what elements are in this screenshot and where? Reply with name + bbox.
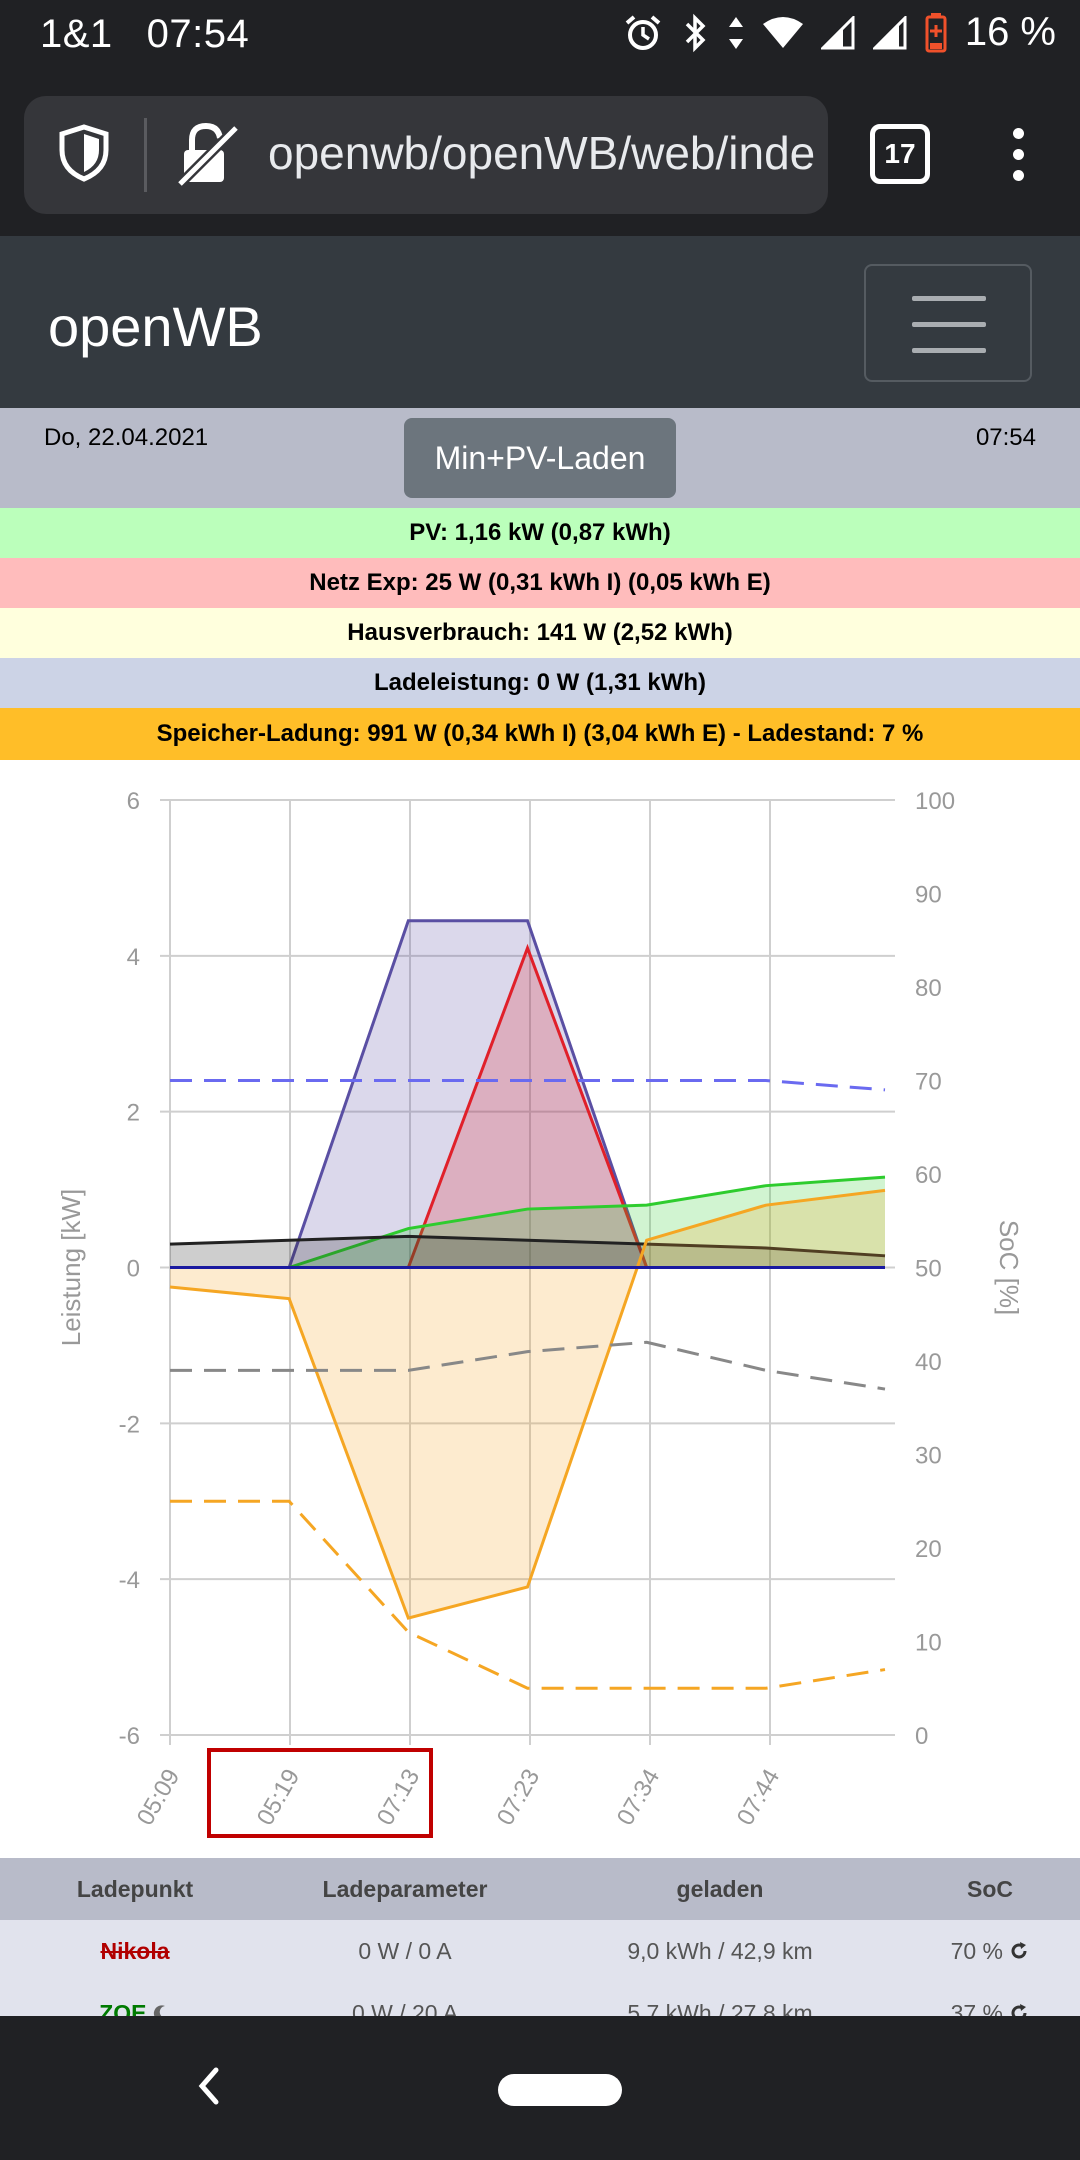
series-area [170, 1236, 885, 1268]
browser-menu-icon[interactable] [1010, 128, 1026, 182]
highlight-box [207, 1748, 433, 1838]
y2-tick-label: 40 [915, 1349, 942, 1376]
table-row: Nikola 0 W / 0 A 9,0 kWh / 42,9 km 70 % [0, 1920, 1080, 1982]
series-area [170, 948, 885, 1268]
chargepoint-name[interactable]: ZOE [0, 1982, 270, 2016]
house-consumption-band: Hausverbrauch: 141 W (2,52 kWh) [0, 608, 1080, 658]
charge-parameter: 0 W / 20 A [351, 1999, 459, 2017]
table-row: ZOE 0 W / 20 A 5,7 kWh / 27,8 km 37 % [0, 1982, 1080, 2016]
shield-icon[interactable] [58, 124, 110, 182]
y2-tick-label: 80 [915, 975, 942, 1002]
carrier-label: 1&1 [40, 12, 113, 56]
x-tick-label: 05:09 [132, 1765, 185, 1831]
bluetooth-icon [685, 13, 706, 52]
soc-text: 70 % [950, 1937, 1004, 1964]
battery-storage-band: Speicher-Ladung: 991 W (0,34 kWh I) (3,0… [0, 708, 1080, 760]
series-area [170, 920, 885, 1268]
col-header-geladen: geladen [676, 1875, 764, 1902]
y-tick-label: -4 [119, 1567, 140, 1594]
grid-status-band: Netz Exp: 25 W (0,31 kWh I) (0,05 kWh E) [0, 558, 1080, 608]
brand-logo-text[interactable]: openWB [48, 295, 263, 358]
divider [144, 118, 147, 192]
browser-toolbar: openwb/openWB/web/inde 17 [0, 74, 1080, 236]
y-tick-label: 6 [127, 788, 140, 815]
y2-tick-label: 50 [915, 1256, 942, 1283]
soc-text: 37 % [950, 1999, 1004, 2017]
date-label: Do, 22.04.2021 [44, 424, 209, 451]
system-navigation-bar [0, 2016, 1080, 2160]
moon-icon [153, 2005, 165, 2016]
system-status-bar: 1&1 07:54 16 % [0, 0, 1080, 74]
soc-value: 70 % [900, 1920, 1080, 1982]
col-header-ladeparameter: Ladeparameter [322, 1875, 488, 1902]
col-header-soc: SoC [967, 1875, 1013, 1902]
charging-power-band: Ladeleistung: 0 W (1,31 kWh) [0, 658, 1080, 708]
battery-icon [925, 12, 947, 52]
y2-tick-label: 10 [915, 1630, 942, 1657]
charge-parameter: 0 W / 0 A [358, 1937, 452, 1964]
home-pill-button[interactable] [498, 2074, 622, 2106]
power-chart: 6 4 2 0 -2 -4 -6 100 90 80 70 60 50 40 30 20 10 0 05:09 05:… [0, 760, 1080, 1858]
x-tick-label: 07:34 [612, 1765, 665, 1831]
series-area [170, 1190, 885, 1619]
alarm-icon [625, 14, 661, 50]
y2-tick-label: 30 [915, 1443, 942, 1470]
y2-tick-label: 60 [915, 1162, 942, 1189]
insecure-lock-icon[interactable] [176, 120, 240, 188]
y2-tick-label: 0 [915, 1723, 928, 1750]
charged-amount: 9,0 kWh / 42,9 km [627, 1937, 813, 1964]
hamburger-menu-button[interactable] [864, 264, 1032, 382]
y2-tick-label: 90 [915, 882, 942, 909]
tab-switcher-button[interactable]: 17 [870, 124, 930, 184]
app-navbar: openWB [0, 236, 1080, 408]
y2-tick-label: 70 [915, 1069, 942, 1096]
refresh-icon[interactable] [1009, 1941, 1029, 1961]
data-arrows-icon [728, 16, 743, 49]
info-row: Do, 22.04.2021 Min+PV-Laden 07:54 [0, 408, 1080, 508]
y2-axis-label: SoC [%] [994, 1220, 1024, 1315]
back-icon[interactable] [196, 2066, 222, 2106]
pv-status-band: PV: 1,16 kW (0,87 kWh) [0, 508, 1080, 558]
url-text[interactable]: openwb/openWB/web/inde [268, 127, 816, 179]
time-label: 07:54 [975, 424, 1036, 451]
y-tick-label: 0 [127, 1256, 140, 1283]
y2-tick-label: 100 [915, 788, 955, 815]
y-tick-label: -6 [119, 1723, 140, 1750]
x-tick-label: 07:23 [492, 1765, 545, 1831]
signal-icon [872, 15, 907, 49]
y2-tick-label: 20 [915, 1536, 942, 1563]
chargepoint-name-text: ZOE [99, 1999, 147, 2017]
charge-mode-button[interactable]: Min+PV-Laden [404, 418, 676, 498]
chargepoint-name[interactable]: Nikola [100, 1937, 170, 1964]
x-tick-label: 07:44 [732, 1765, 785, 1831]
y-tick-label: 2 [127, 1100, 140, 1127]
address-bar[interactable]: openwb/openWB/web/inde [24, 96, 828, 214]
wifi-icon [762, 16, 803, 48]
table-header: Ladepunkt Ladeparameter geladen SoC [0, 1858, 1080, 1920]
refresh-icon[interactable] [1009, 2003, 1029, 2016]
y-tick-label: -2 [119, 1411, 140, 1438]
clock-label: 07:54 [146, 12, 250, 56]
charged-amount: 5,7 kWh / 27,8 km [627, 1999, 813, 2017]
col-header-ladepunkt: Ladepunkt [76, 1875, 194, 1902]
battery-percent: 16 % [964, 10, 1056, 54]
soc-value: 37 % [900, 1982, 1080, 2016]
y-tick-label: 4 [127, 944, 140, 971]
y-axis-label: Leistung [kW] [56, 1189, 86, 1347]
signal-icon [820, 15, 855, 49]
